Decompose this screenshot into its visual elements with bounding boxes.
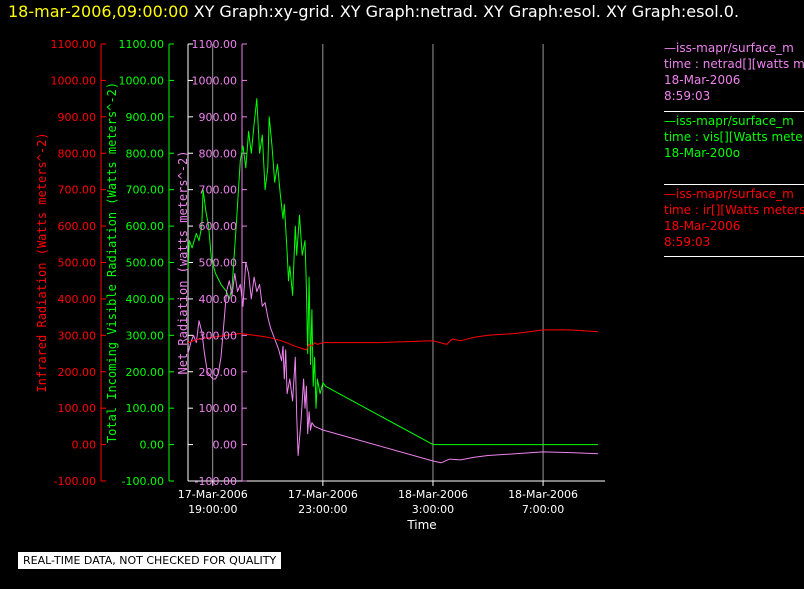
y-tick-label: 300.00 (58, 329, 97, 342)
y-tick-label: 0.00 (140, 439, 165, 452)
y-tick-label: 0.00 (213, 439, 238, 452)
y-tick-label: 300.00 (126, 329, 165, 342)
y-tick-label: -100.00 (54, 475, 96, 488)
y-tick-label: 600.00 (58, 220, 97, 233)
legend-var: time : ir[][Watts meters (664, 203, 804, 217)
y-tick-label: 600.00 (126, 220, 165, 233)
timestamp: 18-mar-2006,09:00:00 (8, 2, 189, 21)
y-tick-label: 1100.00 (192, 38, 238, 51)
legend-time: 8:59:03 (664, 235, 711, 249)
x-tick-label-date: 17-Mar-2006 (288, 488, 358, 501)
legend-date: 18-Mar-2006 (664, 219, 741, 233)
y-tick-label: 100.00 (126, 402, 165, 415)
x-tick-label-time: 3:00:00 (412, 503, 454, 516)
series-line-net (187, 262, 599, 464)
header: 18-mar-2006,09:00:00 XY Graph:xy-grid. X… (8, 2, 739, 21)
y-tick-label: 500.00 (58, 257, 97, 270)
legend-separator (664, 256, 804, 257)
y-tick-label: 1000.00 (51, 74, 97, 87)
y-axis-title: Net Radiation (watts meters^-2) (176, 151, 190, 375)
y-tick-label: 400.00 (58, 293, 97, 306)
x-axis-label: Time (406, 518, 436, 532)
chart-axes (100, 43, 605, 486)
y-tick-label: 500.00 (126, 257, 165, 270)
y-tick-label: 1000.00 (192, 74, 238, 87)
legend-separator (664, 184, 804, 185)
y-tick-label: -100.00 (122, 475, 164, 488)
y-tick-label: 200.00 (199, 366, 238, 379)
y-tick-label: 200.00 (126, 366, 165, 379)
chart-series (187, 98, 599, 464)
legend-source: —iss-mapr/surface_m (664, 41, 794, 55)
y-tick-label: 900.00 (126, 111, 165, 124)
legend-time (664, 161, 804, 177)
y-tick-label: 1100.00 (119, 38, 165, 51)
legend-source: —iss-mapr/surface_m (664, 114, 794, 128)
y-tick-label: 800.00 (126, 147, 165, 160)
x-tick-label-date: 17-Mar-2006 (178, 488, 248, 501)
legend-var: time : netrad[][watts m (664, 57, 804, 71)
y-tick-label: 700.00 (199, 184, 238, 197)
y-tick-label: 100.00 (199, 402, 238, 415)
graph-titles: XY Graph:xy-grid. XY Graph:netrad. XY Gr… (193, 2, 740, 21)
y-tick-label: 600.00 (199, 220, 238, 233)
legend-date: 18-Mar-2006 (664, 73, 741, 87)
y-tick-label: 700.00 (126, 184, 165, 197)
x-tick-label-date: 18-Mar-2006 (508, 488, 578, 501)
y-tick-label: 700.00 (58, 184, 97, 197)
y-tick-label: 900.00 (199, 111, 238, 124)
y-tick-label: 1100.00 (51, 38, 97, 51)
legend-source: —iss-mapr/surface_m (664, 187, 794, 201)
quality-note: REAL-TIME DATA, NOT CHECKED FOR QUALITY (17, 551, 283, 570)
series-line-ir (187, 329, 599, 351)
legend-date: 18-Mar-200o (664, 146, 741, 160)
chart-grid (212, 44, 544, 481)
legend-separator (664, 111, 804, 112)
y-tick-label: 900.00 (58, 111, 97, 124)
x-tick-label-date: 18-Mar-2006 (398, 488, 468, 501)
y-tick-label: 800.00 (58, 147, 97, 160)
x-tick-label-time: 23:00:00 (298, 503, 347, 516)
y-tick-label: 0.00 (72, 439, 97, 452)
y-tick-label: 400.00 (199, 293, 238, 306)
y-tick-label: -100.00 (195, 475, 237, 488)
legend-var: time : vis[][Watts mete (664, 130, 803, 144)
chart-labels: 17-Mar-2006 19:00:00 17-Mar-2006 23:00:00 18… (35, 38, 578, 532)
y-axis-title: Infrared Radiation (Watts meters^-2) (35, 132, 49, 392)
x-tick-label-time: 19:00:00 (188, 503, 237, 516)
y-axis-title: Total Incoming Visible Radiation (Watts … (105, 82, 119, 443)
y-tick-label: 100.00 (58, 402, 97, 415)
y-tick-label: 1000.00 (119, 74, 165, 87)
y-tick-label: 500.00 (199, 257, 238, 270)
y-tick-label: 800.00 (199, 147, 238, 160)
x-tick-label-time: 7:00:00 (522, 503, 564, 516)
y-tick-label: 400.00 (126, 293, 165, 306)
series-line-vis (187, 98, 599, 446)
legend-time: 8:59:03 (664, 89, 711, 103)
y-tick-label: 200.00 (58, 366, 97, 379)
y-tick-label: 300.00 (199, 329, 238, 342)
